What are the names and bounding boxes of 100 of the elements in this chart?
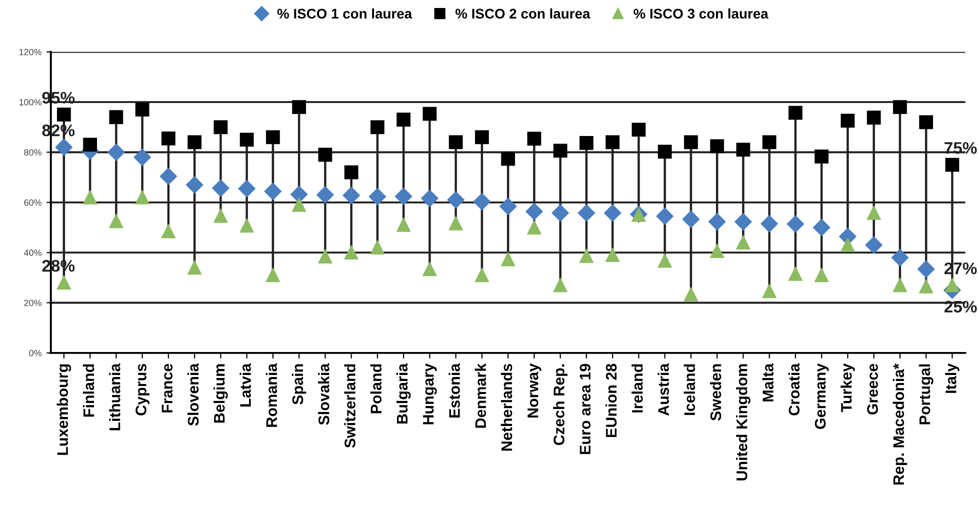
point — [501, 152, 516, 166]
point — [475, 268, 489, 282]
y-tick-label: 60% — [24, 199, 42, 206]
x-tick-label: Norway — [528, 363, 542, 418]
x-tick-label: Sweden — [710, 364, 722, 421]
point — [684, 288, 698, 302]
x-tick-label: Switzerland — [344, 364, 356, 448]
point — [368, 188, 386, 206]
point — [475, 130, 489, 144]
point — [342, 186, 360, 204]
y-tick-label: 80% — [24, 149, 42, 156]
point — [786, 215, 804, 233]
x-tick-label: Hungary — [423, 363, 437, 424]
point — [396, 112, 411, 127]
point — [708, 213, 726, 230]
point — [109, 110, 124, 124]
point — [553, 144, 568, 158]
point — [135, 190, 150, 204]
point — [318, 148, 332, 162]
point — [500, 198, 517, 215]
point — [214, 209, 228, 223]
point — [56, 108, 71, 122]
x-tick-label: Iceland — [684, 364, 696, 415]
point — [212, 180, 230, 197]
legend-label: % ISCO 3 con laurea — [634, 8, 768, 19]
point — [893, 278, 907, 292]
point — [682, 210, 700, 228]
point — [658, 254, 672, 268]
point — [891, 249, 909, 266]
point — [656, 208, 674, 225]
point — [762, 284, 776, 298]
point — [292, 100, 306, 114]
point — [318, 250, 332, 264]
point — [710, 244, 724, 258]
point — [161, 224, 176, 238]
point — [344, 165, 358, 180]
point — [606, 135, 620, 150]
point — [501, 252, 516, 266]
point — [734, 213, 752, 230]
point — [83, 190, 97, 204]
x-tick-label: France — [162, 364, 173, 412]
point — [919, 115, 934, 130]
x-tick-label: Romania — [266, 363, 278, 427]
point — [866, 110, 881, 125]
x-tick-label: Lithuania — [109, 363, 120, 430]
point — [945, 278, 960, 292]
x-tick-label: Slovakia — [318, 363, 330, 425]
point — [240, 218, 254, 233]
x-tick-label: Belgium — [214, 364, 228, 423]
x-tick-label: Estonia — [448, 363, 460, 418]
point — [814, 150, 829, 164]
point — [421, 190, 438, 207]
x-tick-label: Greece — [867, 364, 878, 415]
point — [527, 220, 542, 234]
point — [865, 236, 882, 254]
point — [188, 260, 202, 275]
point — [55, 138, 72, 156]
point — [240, 132, 254, 147]
legend-label: % ISCO 2 con laurea — [455, 8, 590, 19]
x-tick-label: Italy — [945, 363, 960, 393]
point — [578, 204, 596, 222]
point — [422, 106, 437, 121]
point — [684, 135, 698, 150]
x-tick-label: Spain — [292, 364, 306, 404]
point — [840, 114, 855, 128]
point — [552, 204, 569, 222]
point — [814, 268, 829, 282]
x-tick-label: Slovenia — [187, 363, 199, 426]
point — [580, 249, 594, 264]
point — [604, 204, 622, 222]
point — [710, 139, 724, 154]
point — [83, 138, 97, 152]
x-tick-label: Turkey — [840, 363, 855, 412]
point — [736, 142, 750, 157]
x-tick-label: Netherlands — [500, 364, 512, 451]
y-tick-label: 0% — [29, 350, 42, 356]
point — [945, 158, 960, 172]
legend-label: % ISCO 1 con laurea — [277, 8, 412, 19]
point — [266, 268, 280, 282]
point — [266, 130, 280, 144]
y-tick-label: 120% — [19, 48, 42, 56]
point — [214, 120, 228, 134]
point — [316, 186, 334, 204]
point — [264, 182, 282, 200]
point — [186, 176, 204, 194]
point — [788, 266, 802, 281]
point — [109, 214, 124, 228]
x-tick-label: Germany — [814, 363, 829, 429]
x-tick-label: Euro area 19 — [580, 364, 591, 454]
point — [580, 136, 594, 150]
y-tick-label: 20% — [24, 300, 42, 306]
point — [788, 106, 802, 120]
point — [422, 262, 437, 276]
x-tick-label: Bulgaria — [396, 363, 411, 424]
point — [396, 218, 411, 232]
point — [448, 135, 463, 150]
point — [658, 144, 672, 159]
point — [134, 148, 151, 166]
x-tick-label: Cyprus — [136, 364, 150, 416]
point — [395, 188, 412, 205]
